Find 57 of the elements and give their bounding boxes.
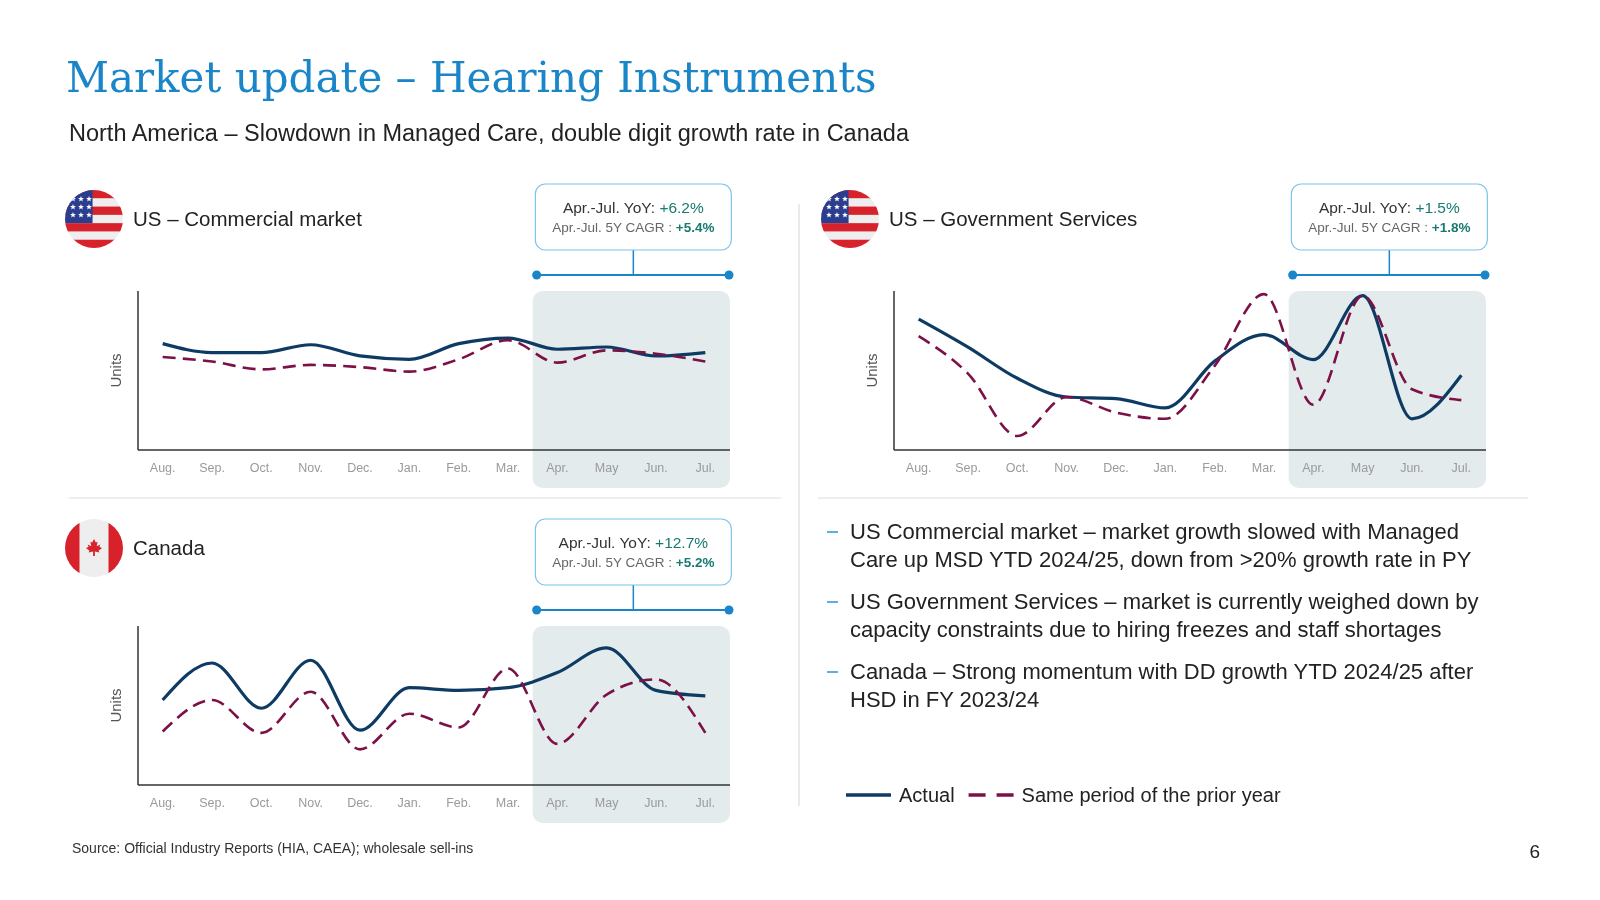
source-note: Source: Official Industry Reports (HIA, CAEA); wholesale sell-ins [72, 840, 474, 856]
chart-title: US – Government Services [889, 207, 1138, 230]
x-tick-label: Feb. [446, 461, 472, 476]
y-axis-title: Units [863, 353, 880, 388]
x-tick-label: Sep. [955, 461, 981, 476]
x-tick-label: Mar. [1251, 461, 1277, 476]
text: Apr.-Jul. 5Y CAGR : +5.4% [552, 220, 715, 235]
x-tick-label: Jun. [1400, 461, 1424, 476]
text: US Government Services – market is currently weighed down by capacity constraints due to hiring freezes and staff shortages [850, 589, 1479, 642]
x-tick-label: Jan. [397, 461, 422, 476]
text: 6 [1529, 841, 1540, 862]
x-tick-label: Jul. [695, 461, 716, 476]
legend-label: Same period of the prior year [1021, 784, 1281, 806]
x-tick-label: Aug. [149, 461, 176, 476]
x-tick-label: Mar. [495, 796, 521, 811]
y-axis-title: Units [107, 688, 124, 723]
x-tick-label: Dec. [347, 796, 373, 811]
text: North America – Slowdown in Managed Care, double digit growth rate in Canada [69, 120, 910, 146]
x-tick-label: Oct. [249, 796, 273, 811]
legend-label: Actual [899, 784, 955, 806]
x-tick-label: Feb. [446, 796, 472, 811]
x-tick-label: Jun. [644, 796, 668, 811]
chart-title: US – Commercial market [133, 207, 363, 230]
x-tick-label: Feb. [1202, 461, 1228, 476]
x-tick-label: May [594, 796, 620, 811]
x-tick-label: Nov. [1054, 461, 1080, 476]
x-tick-label: Apr. [1302, 461, 1325, 476]
text: Apr.-Jul. 5Y CAGR : +1.8% [1308, 220, 1471, 235]
x-tick-label: Aug. [149, 796, 176, 811]
y-axis-title: Units [107, 353, 124, 388]
text: Apr.-Jul. 5Y CAGR : +5.2% [552, 555, 715, 570]
x-tick-label: Oct. [249, 461, 273, 476]
chart-title: Canada [133, 536, 206, 559]
x-tick-label: Dec. [1103, 461, 1129, 476]
x-tick-label: Aug. [905, 461, 932, 476]
x-tick-label: Apr. [546, 461, 569, 476]
text: Market update – Hearing Instruments [66, 53, 877, 102]
x-tick-label: Jan. [397, 796, 422, 811]
x-tick-label: May [594, 461, 620, 476]
x-tick-label: Sep. [199, 461, 225, 476]
x-tick-label: Nov. [298, 796, 324, 811]
x-tick-label: Jan. [1153, 461, 1178, 476]
text: Canada – Strong momentum with DD growth YTD 2024/25 after HSD in FY 2023/24 [850, 659, 1474, 712]
x-tick-label: Nov. [298, 461, 324, 476]
text: Apr.-Jul. YoY: +6.2% [562, 199, 704, 216]
x-tick-label: Mar. [495, 461, 521, 476]
x-tick-label: Jun. [644, 461, 668, 476]
text: US Commercial market – market growth slowed with Managed Care up MSD YTD 2024/25, down from >20% growth rate in PY [850, 519, 1472, 572]
text: Apr.-Jul. YoY: +12.7% [558, 534, 709, 551]
x-tick-label: Dec. [347, 461, 373, 476]
x-tick-label: Jul. [1451, 461, 1472, 476]
x-tick-label: Oct. [1005, 461, 1029, 476]
x-tick-label: May [1350, 461, 1376, 476]
x-tick-label: Sep. [199, 796, 225, 811]
text: Apr.-Jul. YoY: +1.5% [1318, 199, 1460, 216]
x-tick-label: Apr. [546, 796, 569, 811]
x-tick-label: Jul. [695, 796, 716, 811]
